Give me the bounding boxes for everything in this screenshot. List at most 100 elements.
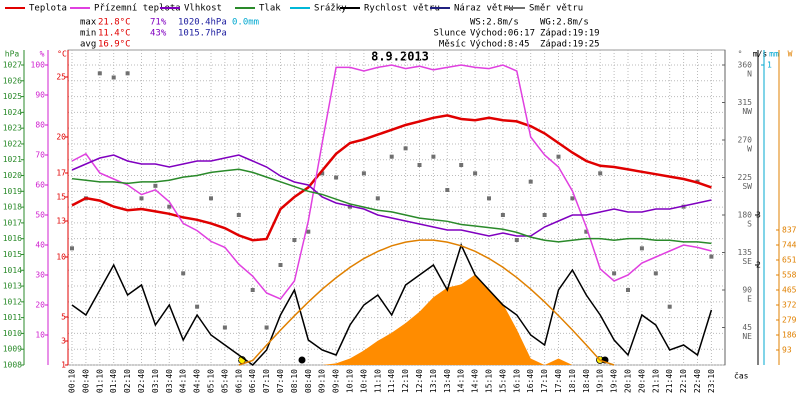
x-tick-label: 03:10 bbox=[151, 369, 160, 393]
y-tick-label: 40 bbox=[35, 241, 45, 250]
legend-label: Náraz větru bbox=[454, 4, 514, 14]
direction-point bbox=[97, 71, 102, 76]
stat-hum: 71% bbox=[150, 18, 167, 28]
x-tick-label: 18:40 bbox=[582, 369, 591, 393]
direction-point bbox=[292, 238, 297, 242]
compass-label: S bbox=[747, 220, 752, 229]
x-tick-label: 19:40 bbox=[610, 369, 619, 393]
stat-press: 1015.7hPa bbox=[178, 29, 227, 39]
x-tick-label: 10:10 bbox=[346, 369, 355, 393]
x-tick-label: 22:40 bbox=[693, 369, 702, 393]
y-tick-label: 2 bbox=[756, 261, 761, 270]
direction-point bbox=[584, 229, 589, 234]
y-tick-label: 20 bbox=[35, 301, 45, 310]
direction-point bbox=[278, 263, 283, 267]
y-tick-label: 1023 bbox=[3, 124, 22, 133]
stat-press: 1020.4hPa bbox=[178, 18, 227, 28]
x-tick-label: 22:10 bbox=[679, 369, 688, 393]
y-tick-label: 744 bbox=[782, 241, 797, 250]
direction-point bbox=[389, 154, 394, 159]
info-sunset: Západ:19:19 bbox=[540, 29, 600, 39]
y-tick-label: 93 bbox=[782, 346, 792, 355]
y-tick-label: 225 bbox=[738, 173, 753, 182]
y-tick-label: 3 bbox=[756, 211, 761, 220]
direction-point bbox=[626, 288, 630, 292]
x-tick-label: 20:40 bbox=[637, 369, 646, 393]
y-tick-label: 1018 bbox=[3, 203, 22, 212]
direction-point bbox=[487, 196, 491, 201]
direction-point bbox=[639, 246, 644, 251]
direction-point bbox=[403, 146, 408, 151]
y-tick-label: 70 bbox=[35, 151, 45, 160]
direction-point bbox=[500, 213, 505, 217]
x-tick-label: 12:10 bbox=[401, 369, 410, 393]
y-tick-label: 90 bbox=[35, 91, 45, 100]
x-tick-label: 23:10 bbox=[707, 369, 716, 393]
direction-point bbox=[306, 229, 311, 234]
y-tick-label: 1024 bbox=[3, 108, 22, 117]
info-sun: Slunce bbox=[433, 29, 466, 39]
y-tick-label: 1022 bbox=[3, 139, 22, 148]
stat-hum: 43% bbox=[150, 29, 167, 39]
y-tick-label: 45 bbox=[742, 323, 752, 332]
y-tick-label: 100 bbox=[31, 61, 46, 70]
chart-title: 8.9.2013 bbox=[371, 50, 429, 64]
x-axis-label: čas bbox=[734, 371, 749, 381]
x-tick-label: 20:10 bbox=[624, 369, 633, 393]
x-tick-label: 09:10 bbox=[318, 369, 327, 393]
stat-label: max bbox=[80, 18, 97, 28]
compass-label: N bbox=[747, 70, 752, 79]
x-tick-label: 11:40 bbox=[387, 369, 396, 393]
y-tick-label: 1 bbox=[767, 61, 772, 70]
compass-label: W bbox=[747, 145, 752, 154]
y-tick-label: 360 bbox=[738, 61, 753, 70]
x-tick-label: 05:40 bbox=[220, 369, 229, 393]
direction-point bbox=[167, 204, 172, 209]
direction-point bbox=[222, 325, 227, 330]
y-tick-label: 465 bbox=[782, 286, 797, 295]
direction-point bbox=[528, 179, 533, 184]
direction-point bbox=[70, 246, 74, 251]
legend-label: Přízemní teplota bbox=[94, 4, 181, 14]
y-tick-label: 1014 bbox=[3, 266, 22, 275]
direction-point bbox=[473, 171, 478, 176]
direction-point bbox=[542, 213, 547, 217]
y-tick-label: 3 bbox=[61, 337, 66, 346]
compass-label: NW bbox=[742, 107, 752, 116]
x-tick-label: 01:40 bbox=[109, 369, 118, 393]
series-line bbox=[71, 242, 713, 366]
y-tick-label: 90 bbox=[742, 286, 752, 295]
y-tick-label: 186 bbox=[782, 331, 797, 340]
info-moon: Měsíc bbox=[439, 40, 466, 50]
y-tick-label: 651 bbox=[782, 256, 797, 265]
y-tick-label: 30 bbox=[35, 271, 45, 280]
legend-label: Rychlost větru bbox=[364, 4, 440, 14]
y-tick-label: 1011 bbox=[3, 313, 22, 322]
direction-point bbox=[514, 238, 519, 242]
x-tick-label: 10:40 bbox=[359, 369, 368, 393]
y-tick-label: 80 bbox=[35, 121, 45, 130]
x-tick-label: 07:40 bbox=[276, 369, 285, 393]
y-tick-label: 1013 bbox=[3, 282, 22, 291]
direction-point bbox=[417, 163, 422, 167]
y-tick-label: 1020 bbox=[3, 171, 22, 180]
x-tick-label: 16:40 bbox=[526, 369, 535, 393]
x-tick-label: 17:10 bbox=[540, 369, 549, 393]
y-tick-label: 1019 bbox=[3, 187, 22, 196]
direction-point bbox=[598, 171, 603, 176]
legend-label: Srážky bbox=[314, 4, 347, 14]
x-tick-label: 19:10 bbox=[596, 369, 605, 393]
axis-unit: ° bbox=[738, 50, 743, 59]
y-tick-label: 20 bbox=[56, 133, 66, 142]
axis-unit: % bbox=[40, 50, 45, 59]
x-tick-label: 04:40 bbox=[193, 369, 202, 393]
direction-point bbox=[612, 271, 617, 276]
y-tick-label: 270 bbox=[738, 136, 753, 145]
stat-temp: 21.8°C bbox=[98, 18, 131, 28]
direction-point bbox=[334, 175, 339, 180]
direction-point bbox=[709, 254, 714, 259]
legend-label: Vlhkost bbox=[184, 4, 222, 14]
y-tick-label: 372 bbox=[782, 301, 797, 310]
y-tick-label: 279 bbox=[782, 316, 797, 325]
